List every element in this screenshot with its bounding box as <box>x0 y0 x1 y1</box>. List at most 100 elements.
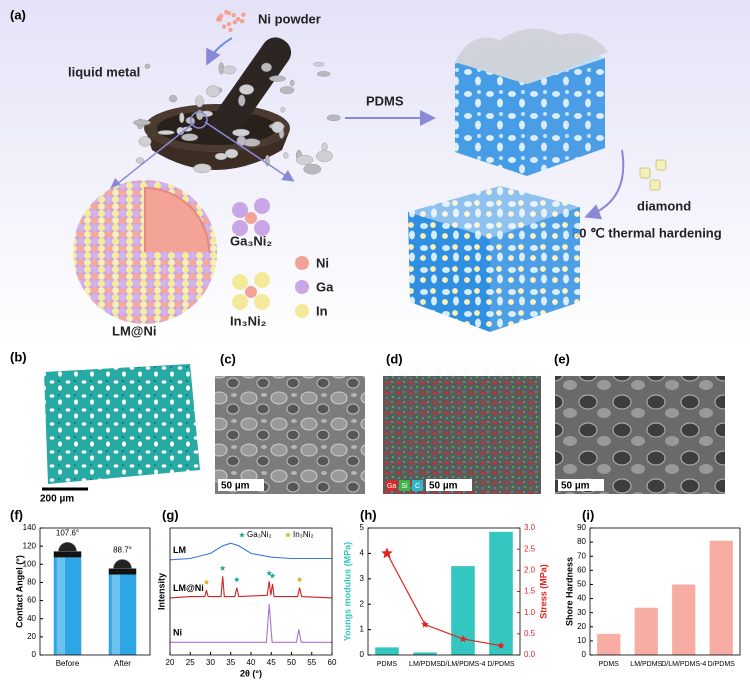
atom <box>232 294 248 310</box>
eds-image <box>383 376 541 494</box>
metal-droplet <box>279 86 295 95</box>
series-line <box>169 542 332 561</box>
y-tick-label: 90 <box>577 523 586 532</box>
arrow <box>584 149 625 220</box>
sem-image <box>215 376 365 494</box>
y-tick-label: 60 <box>577 565 586 574</box>
in3ni2-crystal <box>232 272 270 310</box>
ni-powder <box>215 9 246 33</box>
diamond-icon <box>639 167 651 179</box>
y-tick-label: 4 <box>360 549 365 558</box>
cube-face <box>455 62 527 176</box>
metal-droplet <box>313 61 325 67</box>
y-tick-label: 2 <box>360 599 365 608</box>
metal-droplet <box>316 71 331 77</box>
plot-frame <box>39 527 151 656</box>
atom <box>254 198 270 214</box>
atom <box>232 202 248 218</box>
x-tick-label: 30 <box>206 658 215 667</box>
arrow <box>204 121 295 182</box>
panel-label: (h) <box>360 507 377 522</box>
legend-marker <box>285 532 291 538</box>
metal-droplet <box>261 62 272 72</box>
metal-droplet <box>239 84 255 95</box>
x-tick-label: 45 <box>267 658 276 667</box>
composite-cube <box>408 186 580 332</box>
y-tick-label: 120 <box>23 541 37 550</box>
metal-droplet <box>157 130 175 135</box>
atom <box>232 220 248 236</box>
lm-core <box>145 188 209 252</box>
bar <box>489 531 513 655</box>
peak-marker <box>266 570 273 576</box>
metal-droplet <box>326 114 341 122</box>
atom <box>245 212 257 224</box>
metal-droplet <box>315 150 333 162</box>
y-tick-label: 0.0 <box>524 650 536 659</box>
metal-droplet <box>193 163 212 173</box>
ni-particle <box>215 17 221 22</box>
droplet <box>113 559 132 569</box>
diamond-icon <box>649 179 661 191</box>
panel-label: (d) <box>386 351 403 366</box>
metal-droplet <box>133 119 151 126</box>
plot-frame <box>169 527 333 656</box>
peak-marker <box>269 572 276 579</box>
x-tick-label: Before <box>56 659 80 668</box>
axis-title: Youngs modulus (MPa) <box>342 542 352 641</box>
legend-label: Ni <box>316 255 329 270</box>
peak-marker <box>219 565 226 571</box>
y-tick-label: 80 <box>27 578 36 587</box>
diamond-icon <box>655 159 667 171</box>
tomography-image <box>44 364 200 484</box>
metal-droplet <box>214 152 228 161</box>
metal-droplet <box>224 148 239 159</box>
value-label: 88.7° <box>113 546 132 555</box>
y-tick-label: 40 <box>577 594 586 603</box>
eds-swatch <box>412 480 423 491</box>
label: Ni powder <box>258 11 321 26</box>
point <box>381 547 393 559</box>
y-tick-label: 2.0 <box>524 565 536 574</box>
legend-label: Ga₃Ni₂ <box>247 530 272 539</box>
eds-label: Ga <box>387 483 396 490</box>
arrow <box>109 121 196 190</box>
x-tick-label: D/LM/PDMS-4 <box>440 661 485 668</box>
label: LM@Ni <box>112 323 156 338</box>
atom <box>245 286 257 298</box>
bar <box>672 584 696 655</box>
panel-label: (e) <box>554 351 570 366</box>
label: liquid metal <box>68 64 140 79</box>
x-tick-label: 55 <box>307 658 316 667</box>
plot-frame <box>589 527 741 656</box>
metal-droplet <box>135 157 145 164</box>
series-line <box>169 576 333 599</box>
y-tick-label: 1 <box>360 625 365 634</box>
liquid-metal-top <box>455 28 608 85</box>
eds-swatch <box>386 480 397 491</box>
metal-droplet <box>271 121 284 134</box>
axis-title: Contact Angel (°) <box>14 555 24 628</box>
ni-particle <box>231 12 236 18</box>
series-label: Ni <box>173 628 182 638</box>
y-tick-label: 30 <box>577 608 586 617</box>
legend-swatch <box>295 304 309 318</box>
plot-frame <box>367 527 521 656</box>
legend-label: In₃Ni₂ <box>293 530 314 539</box>
label: PDMS <box>366 93 404 108</box>
scale-box <box>218 479 264 491</box>
series-label: LM <box>173 545 186 555</box>
y-tick-label: 40 <box>27 614 36 623</box>
series-line <box>170 604 332 643</box>
metal-droplet <box>303 163 322 175</box>
ni-particle <box>239 18 245 24</box>
ni-particle <box>221 24 227 29</box>
y-tick-label: 3 <box>360 574 365 583</box>
metal-droplet <box>280 107 286 113</box>
y-tick-label: 0 <box>582 650 587 659</box>
series-label: LM@Ni <box>173 583 204 593</box>
cube-face <box>408 212 490 332</box>
ni-particle <box>232 19 238 25</box>
panel-label: (b) <box>10 349 27 364</box>
metal-droplet <box>289 79 295 87</box>
